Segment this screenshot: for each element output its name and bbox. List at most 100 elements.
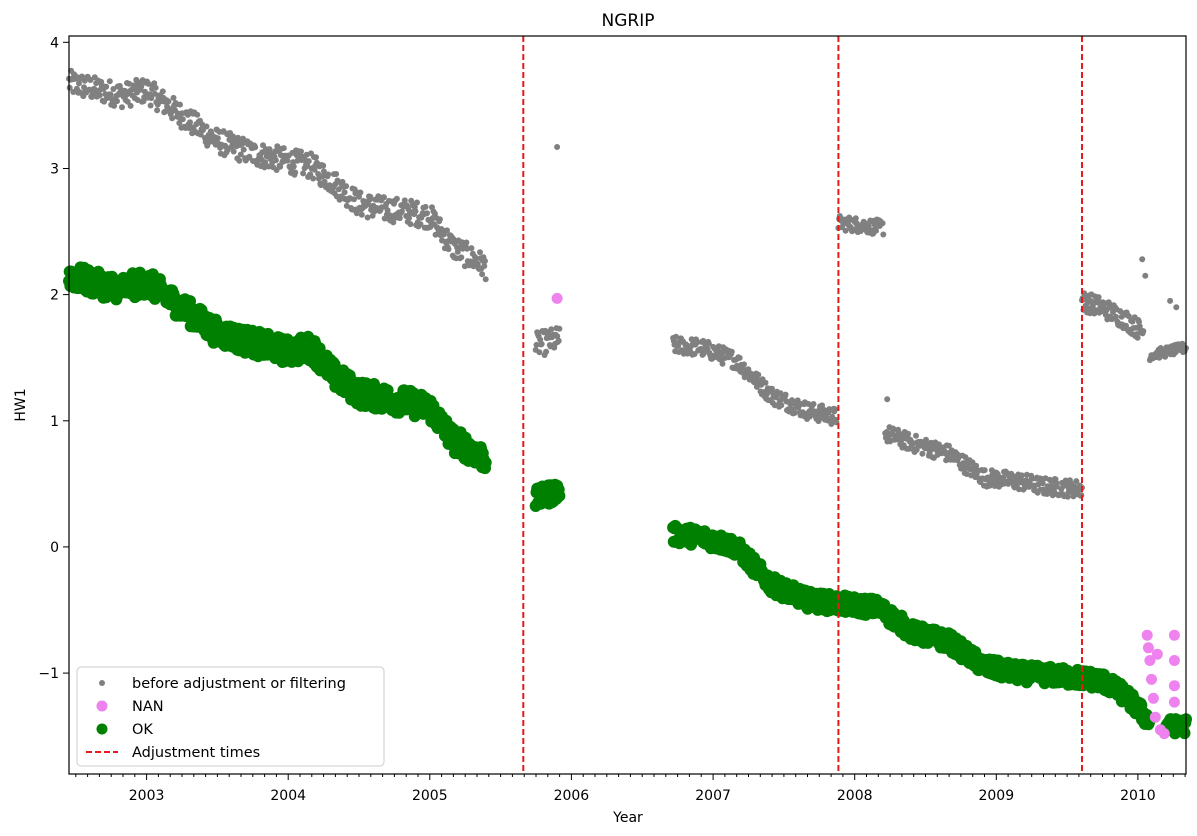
- data-point-before: [852, 215, 859, 222]
- data-point-before: [694, 339, 701, 346]
- data-point-before: [187, 119, 193, 126]
- adjustment-times: [522, 36, 1083, 774]
- data-point-before: [114, 98, 120, 105]
- x-tick-label: 2004: [270, 788, 306, 804]
- legend-box: [76, 666, 385, 767]
- data-point-before: [343, 183, 350, 190]
- legend-label-nan: NAN: [132, 699, 164, 715]
- data-point-before: [548, 326, 555, 333]
- data-point-before: [479, 271, 486, 278]
- data-point-before: [412, 208, 419, 215]
- data-point-before: [300, 170, 307, 177]
- data-point-nan: [1149, 711, 1161, 723]
- data-point-before: [445, 246, 452, 253]
- data-point-before: [819, 402, 826, 409]
- data-point-nan: [1147, 692, 1159, 704]
- x-tick-label: 2007: [695, 788, 731, 804]
- data-point-before: [424, 210, 430, 217]
- data-point-before: [148, 95, 155, 102]
- data-point-before: [884, 396, 891, 403]
- data-point-before: [832, 406, 838, 413]
- data-point-nan: [1151, 648, 1163, 660]
- data-point-before: [1142, 272, 1149, 279]
- data-point-before: [252, 144, 259, 151]
- series-before-adjustment: [66, 67, 1189, 500]
- data-point-ok: [1178, 727, 1191, 740]
- data-point-nan: [1158, 728, 1170, 740]
- chart-title: NGRIP: [602, 11, 655, 31]
- data-point-before: [705, 340, 712, 347]
- data-point-before: [266, 146, 273, 153]
- data-point-nan: [1168, 696, 1180, 708]
- data-point-before: [422, 203, 429, 210]
- data-point-before: [1123, 322, 1129, 329]
- series-ok: [63, 261, 1192, 740]
- data-point-before: [762, 379, 769, 386]
- data-point-before: [880, 231, 887, 238]
- data-point-before: [367, 193, 374, 200]
- data-point-before: [981, 467, 988, 474]
- data-point-before: [214, 135, 221, 142]
- data-point-before: [145, 80, 152, 87]
- data-point-before: [913, 446, 920, 453]
- data-point-before: [472, 255, 479, 262]
- data-point-before: [555, 337, 562, 344]
- data-point-before: [482, 258, 488, 264]
- data-point-before: [782, 391, 789, 398]
- data-point-before: [417, 221, 424, 228]
- data-point-before: [305, 158, 312, 165]
- data-point-before: [76, 80, 82, 87]
- data-point-before: [1134, 334, 1141, 341]
- data-point-nan: [1168, 680, 1180, 692]
- data-point-before: [842, 227, 849, 234]
- data-point-before: [154, 107, 161, 114]
- data-point-before: [728, 348, 735, 355]
- data-point-before: [66, 84, 73, 91]
- data-point-before: [203, 123, 210, 130]
- data-point-before: [339, 178, 346, 185]
- data-point-before: [179, 116, 186, 123]
- data-point-before: [320, 162, 327, 169]
- legend-marker-before: [99, 680, 105, 686]
- x-axis-label: Year: [612, 810, 643, 826]
- y-tick-label: 2: [50, 288, 59, 304]
- data-point-before: [237, 151, 244, 158]
- data-point-before: [1125, 313, 1132, 320]
- data-point-nan: [1142, 642, 1154, 654]
- data-point-before: [292, 169, 299, 176]
- data-point-before: [913, 432, 919, 439]
- data-point-before: [960, 460, 967, 467]
- series-nan: [551, 292, 1180, 740]
- data-point-before: [325, 171, 332, 178]
- data-point-before: [700, 350, 707, 357]
- y-tick-label: 4: [50, 35, 59, 51]
- data-point-before: [159, 88, 166, 95]
- data-point-before: [341, 189, 348, 196]
- data-point-before: [1139, 256, 1146, 263]
- x-tick-label: 2009: [978, 788, 1014, 804]
- data-point-before: [236, 157, 243, 164]
- data-point-before: [755, 371, 762, 378]
- data-point-before: [477, 249, 483, 256]
- data-point-before: [973, 462, 980, 469]
- data-point-before: [111, 102, 118, 109]
- data-point-before: [390, 219, 397, 226]
- data-point-before: [458, 254, 465, 261]
- data-point-nan: [1146, 673, 1157, 685]
- data-point-before: [127, 102, 134, 109]
- data-point-before: [810, 401, 817, 407]
- data-point-before: [246, 153, 253, 160]
- data-point-before: [789, 397, 795, 404]
- data-point-before: [96, 92, 103, 99]
- data-point-before: [240, 146, 247, 153]
- data-point-before: [272, 157, 279, 164]
- legend-label-adjustment: Adjustment times: [132, 745, 260, 761]
- data-point-before: [769, 385, 775, 392]
- data-point-before: [396, 215, 403, 222]
- data-point-before: [398, 208, 405, 215]
- data-point-before: [905, 430, 912, 437]
- data-point-nan: [551, 292, 563, 304]
- data-point-before: [357, 189, 364, 196]
- data-point-ok: [479, 456, 492, 469]
- x-tick-label: 2003: [129, 788, 165, 804]
